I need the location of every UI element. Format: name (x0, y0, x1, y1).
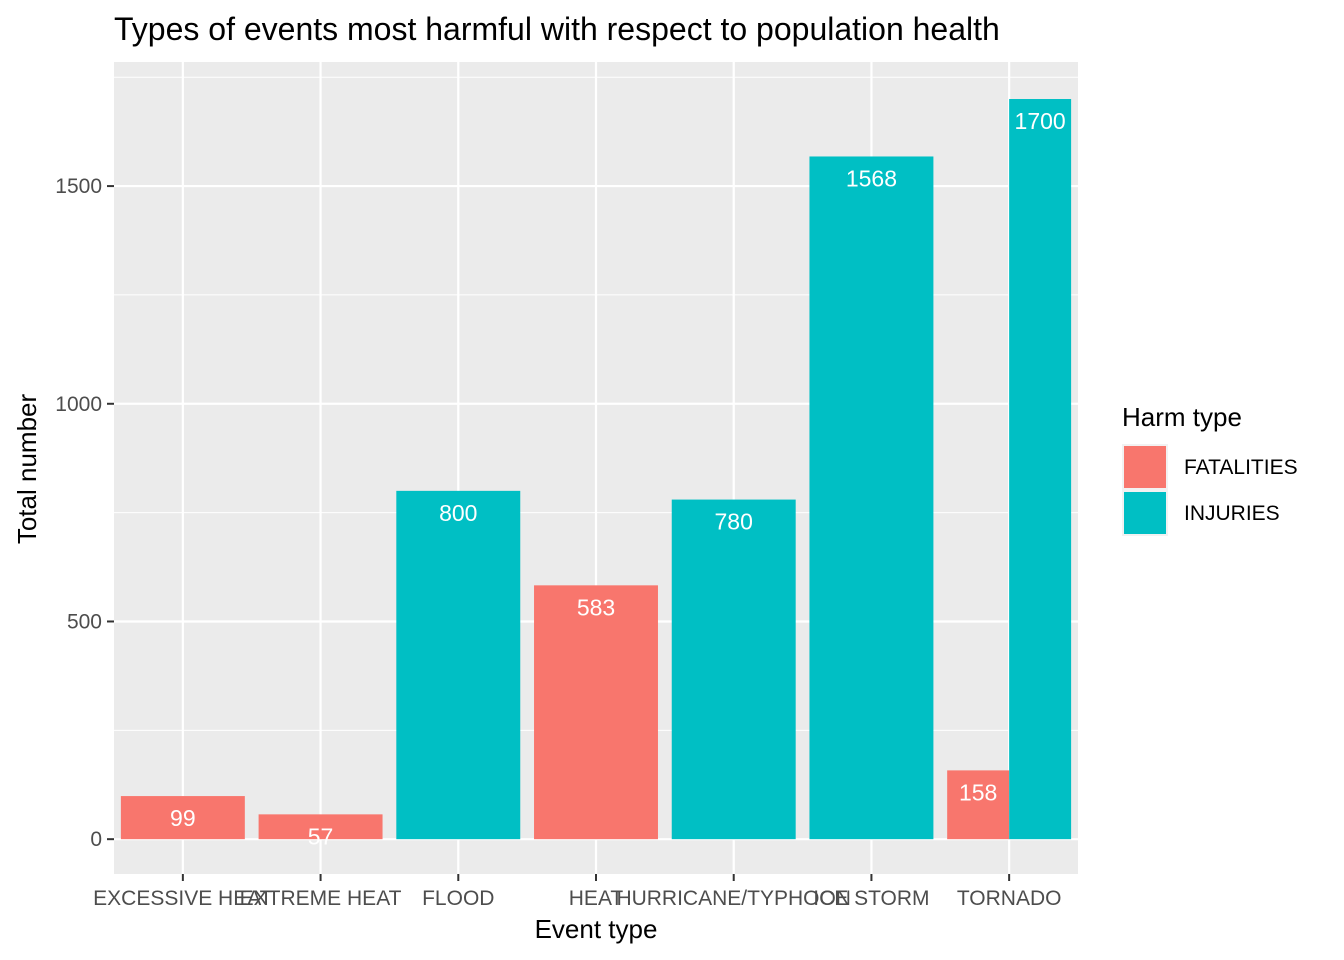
y-axis-title: Total number (12, 394, 42, 545)
x-tick-label: HURRICANE/TYPHOON (616, 887, 851, 910)
bar-fatalities (947, 770, 1010, 840)
bar-value-label: 1568 (846, 165, 897, 191)
x-tick-label: FLOOD (422, 887, 494, 910)
bar-injuries (671, 499, 796, 840)
bar-value-label: 780 (715, 509, 753, 535)
x-axis-title: Event type (535, 914, 658, 944)
bar-value-label: 1700 (1015, 108, 1066, 134)
y-tick-label: 1000 (55, 393, 102, 416)
y-tick-label: 1500 (55, 175, 102, 198)
legend-swatch-injuries (1124, 492, 1166, 534)
bar-value-label: 57 (308, 823, 334, 849)
bar-value-label: 158 (959, 779, 997, 805)
bar-value-label: 99 (170, 805, 196, 831)
legend-label: FATALITIES (1184, 456, 1298, 479)
legend-title: Harm type (1122, 402, 1242, 432)
y-tick-label: 0 (90, 828, 102, 851)
x-tick-label: EXCESSIVE HEAT (93, 887, 273, 910)
chart-title: Types of events most harmful with respec… (114, 11, 1000, 47)
x-tick-label: TORNADO (957, 887, 1062, 910)
x-tick-label: EXTREME HEAT (240, 887, 402, 910)
bar-injuries (809, 156, 934, 840)
y-axis: 0 500 1000 1500 (55, 175, 114, 851)
x-tick-label: HEAT (569, 887, 624, 910)
bar-fatalities (534, 585, 658, 840)
bar-value-label: 583 (577, 594, 615, 620)
x-tick-label: ICE STORM (813, 887, 929, 910)
legend-label: INJURIES (1184, 502, 1280, 525)
bars (120, 99, 1072, 840)
legend-swatch-fatalities (1124, 446, 1166, 488)
bar-fatalities (120, 796, 245, 840)
bar-labels: 99 57 800 583 780 1568 158 1700 (170, 108, 1066, 849)
legend: Harm type FATALITIES INJURIES (1122, 402, 1298, 536)
bar-injuries (396, 490, 521, 840)
y-tick-label: 500 (67, 610, 102, 633)
bar-fatalities (258, 814, 383, 840)
bar-injuries (1009, 99, 1072, 840)
bar-value-label: 800 (439, 500, 477, 526)
